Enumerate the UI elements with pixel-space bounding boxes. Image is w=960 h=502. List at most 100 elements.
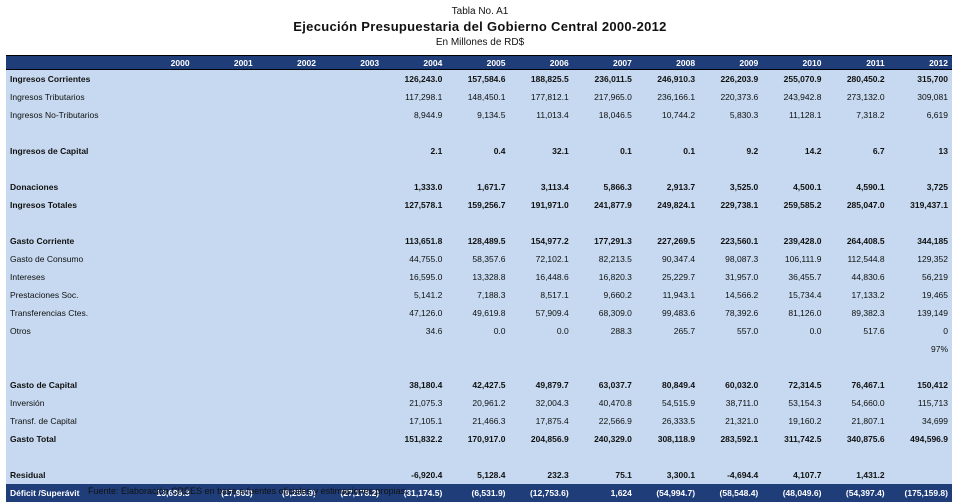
cell: 26,333.5 bbox=[661, 416, 696, 426]
title: Ejecución Presupuestaria del Gobierno Ce… bbox=[293, 19, 667, 34]
spacer-row bbox=[6, 214, 952, 232]
cell bbox=[130, 394, 193, 412]
cell bbox=[194, 466, 257, 484]
column-header: 2004 bbox=[383, 55, 447, 70]
cell: 229,738.1 bbox=[720, 200, 759, 210]
table-row: Ingresos de Capital 2.1 0.4 32.1 0.1 0.1 9.2 14… bbox=[6, 142, 952, 160]
cell: (54,397.4) bbox=[825, 484, 889, 502]
cell: 53,154.3 bbox=[788, 398, 822, 408]
cell bbox=[194, 322, 257, 340]
cell: 6.7 bbox=[872, 146, 885, 156]
cell: 68,309.0 bbox=[598, 308, 632, 318]
cell: 5,830.3 bbox=[729, 110, 759, 120]
cell bbox=[257, 430, 320, 448]
cell bbox=[194, 412, 257, 430]
cell bbox=[194, 430, 257, 448]
cell: 151,832.2 bbox=[404, 434, 443, 444]
table-row: Gasto de Capital 38,180.4 42,427.5 49,879.7… bbox=[6, 376, 952, 394]
cell: 0.1 bbox=[620, 146, 632, 156]
budget-table: 2000 2001 2002 2003 2004 2005 2006 2007 2008 2009… bbox=[6, 55, 952, 502]
cell: 159,256.7 bbox=[467, 200, 506, 210]
cell: 21,807.1 bbox=[851, 416, 885, 426]
cell: 3,725 bbox=[926, 182, 948, 192]
cell: 42,427.5 bbox=[472, 380, 506, 390]
cell: 217,965.0 bbox=[594, 92, 632, 102]
cell: 99,483.6 bbox=[661, 308, 696, 318]
cell: 9,134.5 bbox=[477, 110, 506, 120]
cell bbox=[130, 196, 193, 214]
cell: 17,105.1 bbox=[409, 416, 443, 426]
column-header: 2002 bbox=[256, 55, 320, 70]
cell bbox=[257, 70, 320, 89]
column-header: 2011 bbox=[825, 55, 889, 70]
spacer-row bbox=[6, 160, 952, 178]
cell: 1,671.7 bbox=[477, 182, 506, 192]
cell bbox=[320, 376, 383, 394]
column-header: 2001 bbox=[193, 55, 257, 70]
cell: 308,118.9 bbox=[657, 434, 696, 444]
cell bbox=[257, 142, 320, 160]
cell: 44,830.6 bbox=[851, 272, 885, 282]
cell bbox=[194, 70, 257, 89]
table-row: Donaciones 1,333.0 1,671.7 3,113.4 5,866.3 2,… bbox=[6, 178, 952, 196]
row-label: Gasto Total bbox=[10, 434, 57, 444]
cell bbox=[573, 340, 636, 358]
cell bbox=[130, 268, 193, 286]
cell bbox=[257, 196, 320, 214]
cell: 54,660.0 bbox=[851, 398, 885, 408]
row-label: Otros bbox=[10, 326, 31, 336]
cell: 129,352 bbox=[917, 254, 948, 264]
cell: 264,408.5 bbox=[846, 236, 885, 246]
cell bbox=[636, 340, 699, 358]
header-row: 2000 2001 2002 2003 2004 2005 2006 2007 2008 2009… bbox=[6, 55, 952, 70]
column-header: 2009 bbox=[699, 55, 763, 70]
cell: 0.4 bbox=[493, 146, 506, 156]
cell bbox=[130, 250, 193, 268]
cell bbox=[257, 232, 320, 250]
cell bbox=[383, 340, 446, 358]
table-row: Intereses 16,595.0 13,328.8 16,448.6 16,820.… bbox=[6, 268, 952, 286]
cell: 340,875.6 bbox=[846, 434, 885, 444]
cell: 3,525.0 bbox=[729, 182, 759, 192]
cell: (54,994.7) bbox=[635, 484, 700, 502]
cell: 280,450.2 bbox=[846, 74, 885, 84]
cell: 5,866.3 bbox=[603, 182, 632, 192]
cell bbox=[130, 466, 193, 484]
cell: 315,700 bbox=[917, 74, 948, 84]
column-header: 2000 bbox=[130, 55, 194, 70]
cell: 319,437.1 bbox=[910, 200, 948, 210]
cell: 112,544.8 bbox=[847, 254, 885, 264]
row-label: Gasto de Consumo bbox=[10, 254, 84, 264]
cell bbox=[320, 412, 383, 430]
table-row: Ingresos Totales 127,578.1 159,256.7 191,97… bbox=[6, 196, 952, 214]
cell: (6,531.9) bbox=[446, 484, 510, 502]
cell: 113,651.8 bbox=[404, 236, 443, 246]
cell: 11,943.1 bbox=[662, 290, 696, 300]
row-label bbox=[6, 340, 130, 358]
cell bbox=[320, 322, 383, 340]
cell bbox=[194, 142, 257, 160]
cell: 4,500.1 bbox=[793, 182, 822, 192]
cell bbox=[130, 88, 193, 106]
cell: 44,755.0 bbox=[409, 254, 443, 264]
cell bbox=[699, 340, 762, 358]
cell: 21,321.0 bbox=[725, 416, 759, 426]
cell bbox=[194, 178, 257, 196]
cell bbox=[320, 250, 383, 268]
cell: 7,318.2 bbox=[856, 110, 885, 120]
cell: 31,957.0 bbox=[725, 272, 759, 282]
table-row: Déficit /Superávit 13,699.3 (17,963) (9,255… bbox=[6, 484, 952, 502]
cell: 5,141.2 bbox=[413, 290, 443, 300]
cell: (48,049.6) bbox=[762, 484, 826, 502]
cell: 57,909.4 bbox=[535, 308, 569, 318]
cell bbox=[320, 394, 383, 412]
cell bbox=[130, 412, 193, 430]
spacer-row bbox=[6, 358, 952, 376]
cell: 236,011.5 bbox=[594, 74, 632, 84]
cell bbox=[257, 286, 320, 304]
cell: 14.2 bbox=[804, 146, 822, 156]
cell: 9.2 bbox=[746, 146, 759, 156]
cell: 150,412 bbox=[917, 380, 948, 390]
cell: 3,300.1 bbox=[666, 470, 696, 480]
